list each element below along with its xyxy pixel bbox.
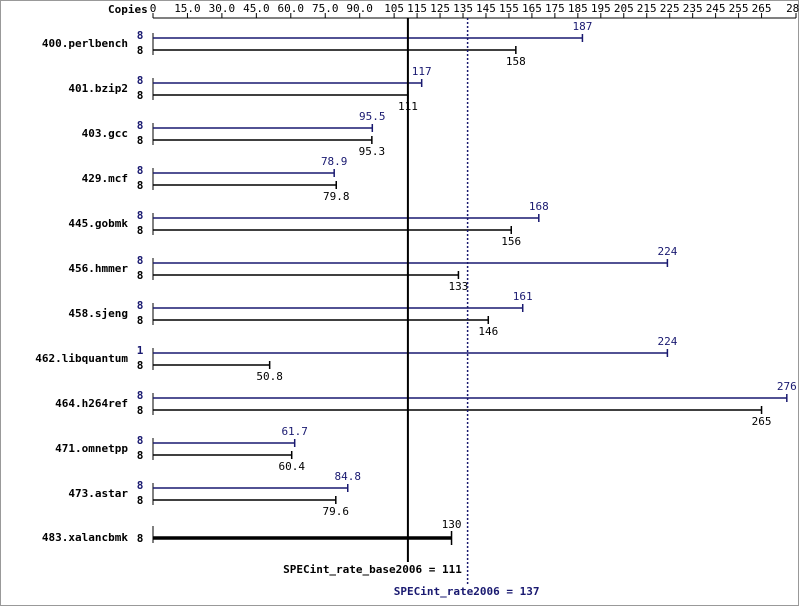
base-copies: 8: [137, 532, 144, 545]
x-tick-label: 15.0: [174, 2, 201, 15]
peak-value-label: 276: [777, 380, 797, 393]
peak-value-label: 78.9: [321, 155, 348, 168]
base-copies: 8: [137, 494, 144, 507]
base-value-label: 50.8: [256, 370, 283, 383]
x-tick-label: 30.0: [209, 2, 236, 15]
x-tick-label: 205: [614, 2, 634, 15]
x-tick-label: 175: [545, 2, 565, 15]
base-copies: 8: [137, 404, 144, 417]
peak-value-label: 161: [513, 290, 533, 303]
benchmark-name: 456.hmmer: [68, 262, 128, 275]
base-value-label: 265: [752, 415, 772, 428]
x-tick-label: 45.0: [243, 2, 270, 15]
peak-copies: 8: [137, 209, 144, 222]
peak-copies: 8: [137, 29, 144, 42]
peak-value-label: 117: [412, 65, 432, 78]
x-tick-label: 185: [568, 2, 588, 15]
benchmark-name: 445.gobmk: [68, 217, 128, 230]
base-value-label: 130: [442, 518, 462, 531]
x-tick-label: 280: [786, 2, 799, 15]
benchmark-name: 464.h264ref: [55, 397, 128, 410]
peak-copies: 8: [137, 299, 144, 312]
peak-copies: 8: [137, 164, 144, 177]
base-copies: 8: [137, 44, 144, 57]
base-value-label: 158: [506, 55, 526, 68]
x-tick-label: 155: [499, 2, 519, 15]
base-value-label: 79.8: [323, 190, 350, 203]
x-tick-label: 90.0: [346, 2, 373, 15]
x-tick-label: 135: [453, 2, 473, 15]
benchmark-name: 429.mcf: [82, 172, 128, 185]
x-tick-label: 115: [407, 2, 427, 15]
x-tick-label: 75.0: [312, 2, 339, 15]
peak-copies: 8: [137, 254, 144, 267]
peak-copies: 8: [137, 389, 144, 402]
base-copies: 8: [137, 89, 144, 102]
peak-value-label: 61.7: [281, 425, 308, 438]
peak-copies: 8: [137, 119, 144, 132]
base-copies: 8: [137, 269, 144, 282]
base-copies: 8: [137, 359, 144, 372]
x-tick-label: 235: [683, 2, 703, 15]
x-tick-label: 105: [384, 2, 404, 15]
benchmark-name: 401.bzip2: [68, 82, 128, 95]
base-value-label: 133: [448, 280, 468, 293]
x-tick-label: 125: [430, 2, 450, 15]
peak-value-label: 168: [529, 200, 549, 213]
peak-value-label: 95.5: [359, 110, 386, 123]
x-tick-label: 215: [637, 2, 657, 15]
peak-copies: 1: [137, 344, 144, 357]
x-tick-label: 165: [522, 2, 542, 15]
x-tick-label: 265: [752, 2, 772, 15]
base-value-label: 95.3: [359, 145, 386, 158]
x-tick-label: 0: [150, 2, 157, 15]
benchmark-name: 458.sjeng: [68, 307, 128, 320]
benchmark-name: 400.perlbench: [42, 37, 128, 50]
base-value-label: 60.4: [278, 460, 305, 473]
base-copies: 8: [137, 134, 144, 147]
x-tick-label: 60.0: [278, 2, 305, 15]
base-value-label: 79.6: [323, 505, 350, 518]
base-value-label: 156: [501, 235, 521, 248]
peak-score-label: SPECint_rate2006 = 137: [394, 585, 540, 598]
peak-copies: 8: [137, 479, 144, 492]
base-value-label: 146: [478, 325, 498, 338]
base-copies: 8: [137, 179, 144, 192]
x-tick-label: 225: [660, 2, 680, 15]
benchmark-name: 462.libquantum: [35, 352, 128, 365]
benchmark-name: 403.gcc: [82, 127, 128, 140]
copies-header: Copies: [108, 3, 148, 16]
benchmark-name: 471.omnetpp: [55, 442, 128, 455]
base-score-label: SPECint_rate_base2006 = 111: [283, 563, 462, 576]
x-tick-label: 255: [729, 2, 749, 15]
peak-copies: 8: [137, 434, 144, 447]
peak-value-label: 224: [657, 335, 677, 348]
peak-value-label: 224: [657, 245, 677, 258]
x-tick-label: 195: [591, 2, 611, 15]
x-tick-label: 145: [476, 2, 496, 15]
peak-value-label: 84.8: [334, 470, 361, 483]
base-copies: 8: [137, 224, 144, 237]
base-copies: 8: [137, 449, 144, 462]
peak-copies: 8: [137, 74, 144, 87]
benchmark-name: 473.astar: [68, 487, 128, 500]
x-tick-label: 245: [706, 2, 726, 15]
base-copies: 8: [137, 314, 144, 327]
peak-value-label: 187: [572, 20, 592, 33]
benchmark-name: 483.xalancbmk: [42, 531, 128, 544]
